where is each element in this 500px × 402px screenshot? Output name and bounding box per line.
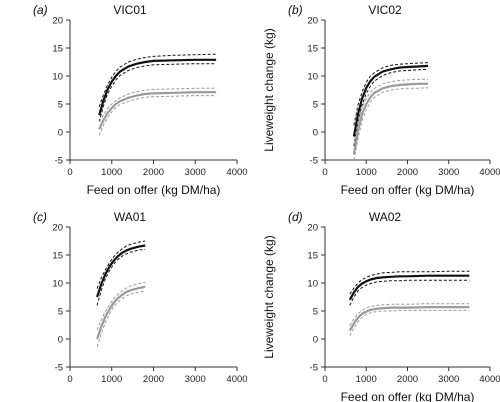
x-tick-label: 3000 [438, 167, 459, 178]
y-tick-label: 0 [313, 335, 318, 346]
x-tick-label: 2000 [397, 167, 418, 178]
y-tick-label: 5 [58, 307, 63, 318]
panel-label: (c) [33, 210, 47, 224]
y-tick-label: 20 [52, 223, 63, 234]
dark-series-ci-lower [349, 279, 470, 306]
x-tick-label: 3000 [185, 167, 206, 178]
x-tick-label: 0 [67, 374, 72, 385]
y-tick-label: 15 [52, 44, 63, 55]
dark-series-line [348, 274, 470, 301]
dark-series-ci-upper [96, 240, 146, 289]
dark-series-ci-lower [353, 68, 429, 147]
dark-series-ci-lower [96, 248, 146, 306]
dark-series-ci-upper [98, 53, 217, 107]
x-axis-title: Feed on offer (kg DM/ha) [341, 390, 475, 402]
x-tick-label: 2000 [397, 374, 418, 385]
x-tick-label: 1000 [356, 167, 377, 178]
x-tick-label: 4000 [226, 374, 247, 385]
panel-wa02: -5 0 5 10 15 20 0 1000 2000 3000 4000 (d) WA02 Livewe… [262, 210, 500, 402]
light-series-line [98, 91, 217, 130]
light-series-ci-lower [353, 87, 429, 161]
y-tick-label: 15 [307, 44, 318, 55]
x-axis-title: Feed on offer (kg DM/ha) [341, 183, 475, 197]
x-tick-label: 3000 [438, 374, 459, 385]
x-tick-label: 3000 [185, 374, 206, 385]
y-tick-label: 20 [52, 16, 63, 27]
dark-series-ci-upper [349, 270, 470, 295]
y-tick-label: 15 [307, 251, 318, 262]
panel-label: (d) [288, 210, 303, 224]
y-tick-label: -5 [55, 363, 63, 374]
x-tick-label: 2000 [143, 374, 164, 385]
panel-wa01: -5 0 5 10 15 20 0 1000 2000 3000 4000 (c) WA01 [33, 210, 248, 385]
x-tick-label: 1000 [101, 374, 122, 385]
dark-series-ci-upper [353, 62, 429, 126]
light-series-ci-lower [98, 95, 217, 136]
y-tick-label: -5 [310, 156, 318, 167]
y-axis-title: Liveweight change (kg) [262, 235, 276, 358]
y-tick-label: 10 [307, 279, 318, 290]
x-tick-label: 2000 [143, 167, 164, 178]
dark-series-ci-lower [98, 63, 217, 123]
light-series-ci-upper [353, 78, 429, 145]
light-series-ci-lower [96, 290, 146, 347]
y-tick-label: 5 [313, 307, 318, 318]
y-tick-label: 10 [307, 72, 318, 83]
dark-series-line [98, 58, 217, 116]
panel-vic02: -5 0 5 10 15 20 0 1000 2000 3000 4000 (b) VIC02 Livew… [262, 3, 500, 197]
x-tick-label: 0 [67, 167, 72, 178]
panel-title: WA01 [114, 210, 147, 224]
y-tick-label: 20 [307, 223, 318, 234]
x-axis-title: Feed on offer (kg DM/ha) [87, 183, 221, 197]
y-tick-label: -5 [55, 156, 63, 167]
y-tick-label: 0 [58, 128, 63, 139]
x-tick-label: 4000 [479, 374, 500, 385]
x-tick-label: 0 [322, 167, 327, 178]
y-tick-label: 0 [58, 335, 63, 346]
x-tick-label: 4000 [226, 167, 247, 178]
light-series-line [96, 285, 146, 340]
light-series-ci-upper [96, 281, 146, 331]
panel-title: WA02 [369, 210, 402, 224]
x-tick-label: 0 [322, 374, 327, 385]
x-tick-label: 1000 [101, 167, 122, 178]
light-series-ci-upper [98, 87, 217, 123]
light-series-ci-upper [349, 303, 470, 326]
y-axis-title: Liveweight change (kg) [262, 28, 276, 151]
x-tick-label: 4000 [479, 167, 500, 178]
y-tick-label: 10 [52, 279, 63, 290]
panel-title: VIC01 [113, 3, 147, 17]
y-tick-label: -5 [310, 363, 318, 374]
y-tick-label: 10 [52, 72, 63, 83]
y-tick-label: 5 [313, 100, 318, 111]
light-series-line [352, 82, 429, 155]
x-tick-label: 1000 [356, 374, 377, 385]
y-tick-label: 20 [307, 16, 318, 27]
light-series-ci-lower [349, 309, 470, 336]
panel-title: VIC02 [368, 3, 402, 17]
y-tick-label: 15 [52, 251, 63, 262]
light-series-line [348, 306, 470, 332]
dark-series-line [96, 244, 146, 298]
panel-vic01: -5 0 5 10 15 20 0 1000 2000 3000 4000 (a) VIC01 Feed … [33, 3, 248, 197]
panel-label: (b) [288, 3, 303, 17]
y-tick-label: 5 [58, 100, 63, 111]
panel-label: (a) [33, 3, 48, 17]
y-tick-label: 0 [313, 128, 318, 139]
dark-series-line [352, 64, 429, 137]
